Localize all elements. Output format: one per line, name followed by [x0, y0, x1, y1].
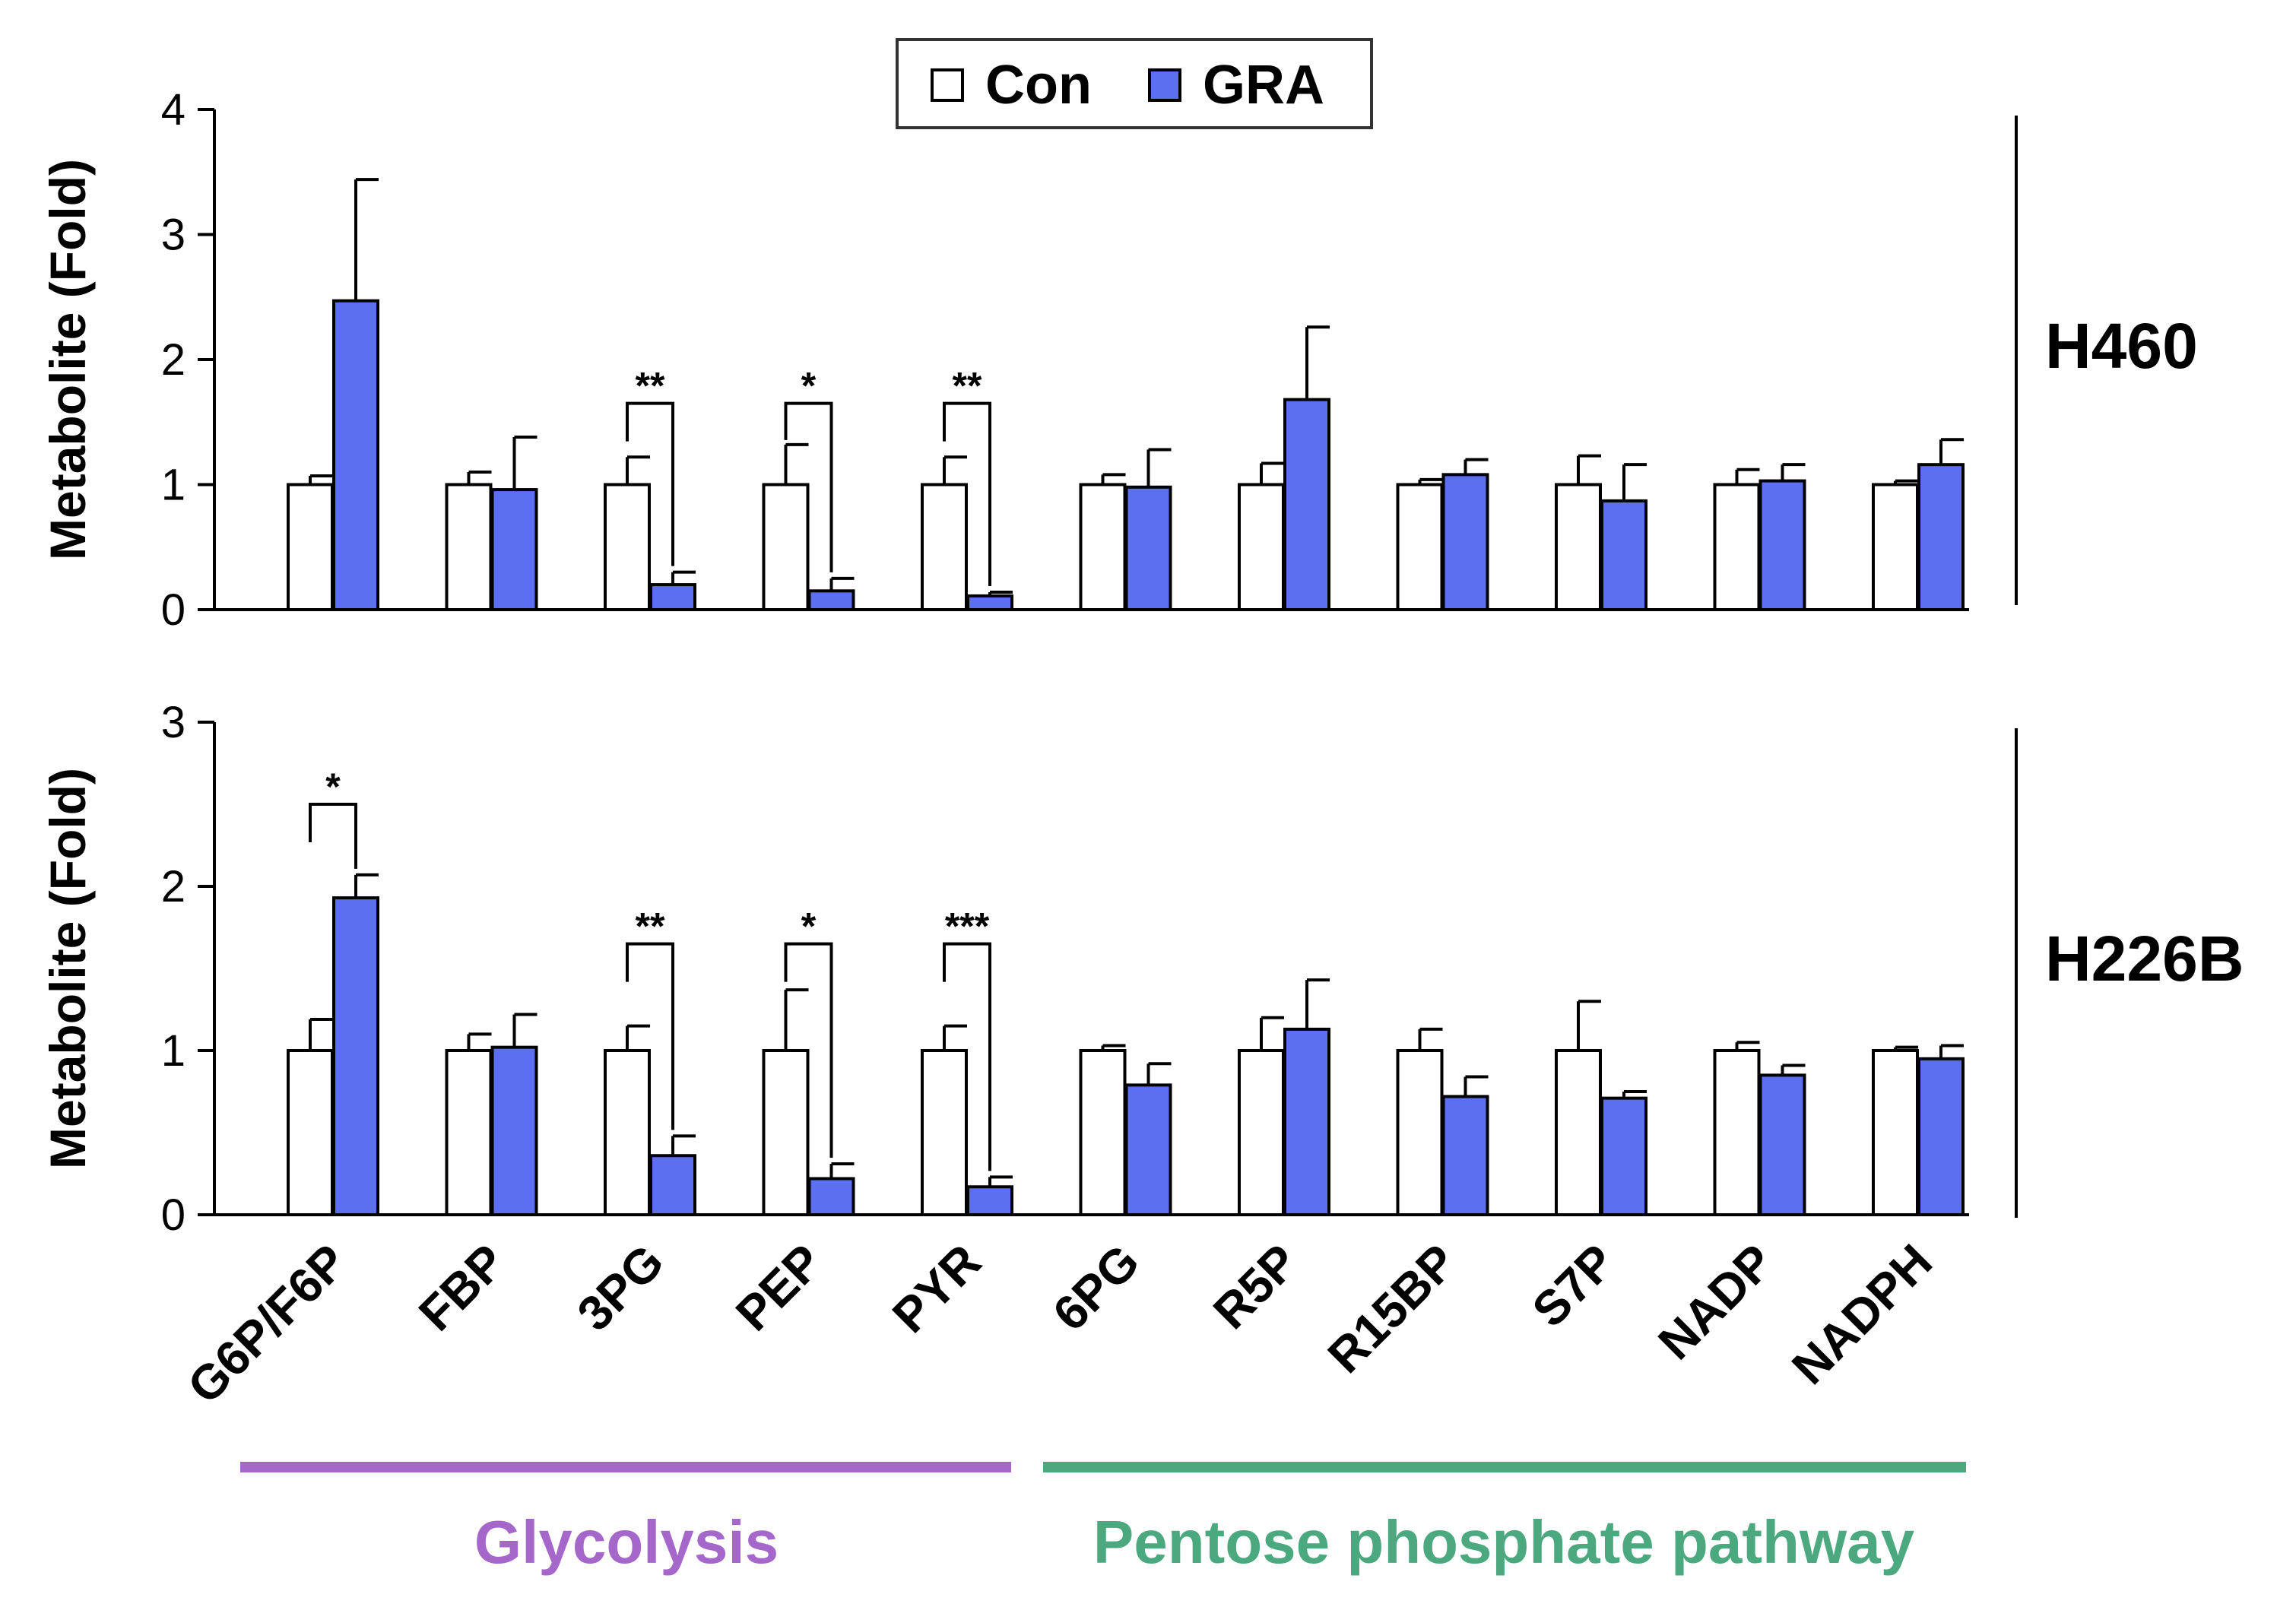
- significance-label: ***: [945, 905, 990, 948]
- category-label: R5P: [1203, 1234, 1308, 1339]
- bar-gra: [649, 1154, 696, 1216]
- bar-con: [1238, 1049, 1285, 1216]
- category-label: R15BP: [1318, 1234, 1467, 1384]
- bar-gra: [490, 1045, 538, 1217]
- y-tick-label: 1: [161, 461, 186, 510]
- bar-gra: [649, 583, 696, 611]
- group-label: Glycolysis: [474, 1508, 779, 1576]
- significance-bracket: [943, 942, 991, 1171]
- group-label: Pentose phosphate pathway: [1093, 1508, 1915, 1576]
- bar-gra: [1917, 1057, 1965, 1217]
- category-label: PEP: [725, 1234, 832, 1341]
- bar-gra: [1283, 1027, 1330, 1217]
- category-label: 6PG: [1042, 1234, 1150, 1341]
- y-axis-label: Metabolite (Fold): [40, 768, 96, 1169]
- bar-gra: [1441, 473, 1489, 612]
- bar-gra: [1441, 1095, 1489, 1216]
- legend-label-gra: GRA: [1203, 55, 1324, 116]
- y-tick-label: 1: [161, 1026, 186, 1076]
- bar-con: [921, 483, 968, 611]
- category-label: FBP: [408, 1234, 515, 1341]
- significance-label: *: [801, 365, 817, 407]
- bar-con: [1713, 483, 1761, 611]
- bar-con: [1079, 483, 1127, 611]
- legend-swatch-con: [931, 68, 964, 102]
- bar-gra: [1283, 398, 1330, 611]
- bar-con: [287, 1049, 334, 1216]
- bar-con: [762, 1049, 810, 1216]
- bar-con: [604, 483, 651, 611]
- bar-con: [1713, 1049, 1761, 1216]
- significance-bracket: [784, 942, 833, 1158]
- panel-label: H226B: [2045, 923, 2244, 994]
- significance-label: **: [636, 365, 665, 407]
- legend-box: [896, 38, 1373, 129]
- bar-con: [1555, 483, 1602, 611]
- y-tick-label: 4: [161, 85, 186, 135]
- bar-gra: [807, 589, 855, 612]
- bar-gra: [1600, 499, 1647, 612]
- bar-con: [1396, 1049, 1444, 1216]
- y-tick-label: 0: [161, 585, 186, 635]
- category-label: NADPH: [1781, 1234, 1942, 1395]
- pathway-groups: Glycolysis Pentose phosphate pathway: [240, 1462, 1966, 1576]
- category-label: 3PG: [566, 1234, 674, 1341]
- significance-bracket: [309, 803, 357, 869]
- bar-con: [445, 483, 493, 611]
- significance-label: **: [636, 905, 665, 948]
- bar-gra: [1124, 1083, 1172, 1216]
- bar-gra: [966, 1185, 1013, 1217]
- significance-bracket: [626, 401, 674, 566]
- y-tick-label: 3: [161, 211, 186, 260]
- bar-gra: [807, 1177, 855, 1216]
- bar-con: [1872, 483, 1919, 611]
- category-label: S7P: [1521, 1234, 1625, 1337]
- category-label: G6P/F6P: [177, 1234, 357, 1414]
- bar-con: [445, 1049, 493, 1216]
- bar-con: [1079, 1049, 1127, 1216]
- significance-label: *: [801, 905, 817, 948]
- significance-label: **: [953, 365, 982, 407]
- bar-gra: [1124, 485, 1172, 611]
- significance-bracket: [626, 942, 674, 1130]
- bar-con: [1238, 483, 1285, 611]
- bar-con: [287, 483, 334, 611]
- bar-con: [1396, 483, 1444, 611]
- category-labels: G6P/F6P FBP 3PG PEP PYR 6PG R5P R15BP S7P NADPNAD…: [177, 1234, 1942, 1414]
- significance-bracket: [784, 401, 833, 572]
- bar-con: [1872, 1049, 1919, 1216]
- y-tick-label: 2: [161, 335, 186, 385]
- bar-gra: [332, 896, 379, 1216]
- y-axis-label: Metabolite (Fold): [40, 159, 96, 560]
- bar-gra: [1758, 1073, 1806, 1217]
- bar-gra: [490, 488, 538, 612]
- y-tick-label: 0: [161, 1190, 186, 1240]
- category-label: PYR: [882, 1234, 991, 1343]
- bar-con: [1555, 1049, 1602, 1216]
- bar-con: [604, 1049, 651, 1216]
- bar-con: [921, 1049, 968, 1216]
- legend: Con GRA: [896, 38, 1373, 129]
- y-tick-label: 2: [161, 862, 186, 911]
- bar-gra: [966, 594, 1013, 612]
- y-tick-label: 3: [161, 698, 186, 747]
- bar-gra: [1917, 463, 1965, 611]
- category-label: NADP: [1647, 1234, 1784, 1370]
- legend-label-con: Con: [985, 55, 1092, 116]
- legend-swatch-gra: [1148, 68, 1181, 102]
- significance-bracket: [943, 401, 991, 586]
- bar-con: [762, 483, 810, 611]
- bar-gra: [1758, 479, 1806, 611]
- panel-label: H460: [2045, 310, 2198, 382]
- bar-gra: [332, 299, 379, 611]
- significance-label: *: [325, 765, 341, 808]
- bar-gra: [1600, 1096, 1647, 1217]
